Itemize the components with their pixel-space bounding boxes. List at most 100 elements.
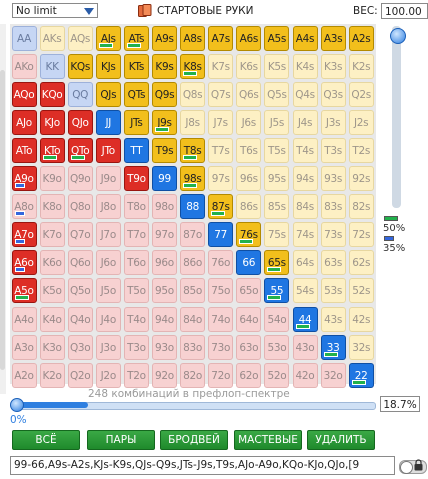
hand-cell-63s[interactable]: 63s <box>320 250 346 276</box>
hand-cell-J6o[interactable]: J6o <box>95 250 121 276</box>
hand-cell-A9s[interactable]: A9s <box>152 25 177 51</box>
hand-cell-J9o[interactable]: J9o <box>95 166 121 191</box>
hand-cell-A4s[interactable]: A4s <box>292 25 318 51</box>
hand-cell-88[interactable]: 88 <box>180 194 206 220</box>
hand-cell-QQ[interactable]: QQ <box>67 81 93 107</box>
hand-cell-77[interactable]: 77 <box>208 222 234 248</box>
hand-cell-87o[interactable]: 87o <box>180 222 206 248</box>
hand-cell-J9s[interactable]: J9s <box>152 109 177 135</box>
hand-cell-A7s[interactable]: A7s <box>208 25 234 51</box>
hand-cell-J5s[interactable]: J5s <box>264 109 290 135</box>
hand-cell-A8s[interactable]: A8s <box>180 25 206 51</box>
hand-cell-93s[interactable]: 93s <box>320 166 346 191</box>
hand-cell-65o[interactable]: 65o <box>236 278 262 304</box>
hand-cell-J2s[interactable]: J2s <box>348 109 374 135</box>
hand-cell-Q5o[interactable]: Q5o <box>67 278 93 304</box>
hand-cell-A2s[interactable]: A2s <box>348 25 374 51</box>
hand-cell-K4s[interactable]: K4s <box>292 53 318 79</box>
hand-cell-K8s[interactable]: K8s <box>180 53 206 79</box>
hand-cell-A3o[interactable]: A3o <box>11 334 37 360</box>
hand-cell-K6s[interactable]: K6s <box>236 53 262 79</box>
hand-cell-T9o[interactable]: T9o <box>123 166 149 191</box>
lock-toggle-knob[interactable] <box>400 461 413 474</box>
hand-cell-AKo[interactable]: AKo <box>11 53 37 79</box>
hand-cell-Q2s[interactable]: Q2s <box>348 81 374 107</box>
hand-cell-JTo[interactable]: JTo <box>95 137 121 163</box>
hand-cell-K7s[interactable]: K7s <box>208 53 234 79</box>
hand-cell-ATo[interactable]: ATo <box>11 137 37 163</box>
weight-slider-track[interactable] <box>392 26 401 208</box>
hand-cell-KK[interactable]: KK <box>39 53 65 79</box>
hand-cell-K7o[interactable]: K7o <box>39 222 65 248</box>
hand-cell-Q4o[interactable]: Q4o <box>67 306 93 332</box>
hand-cell-96o[interactable]: 96o <box>152 250 177 276</box>
hand-cell-AA[interactable]: AA <box>11 25 37 51</box>
hand-cell-A5o[interactable]: A5o <box>11 278 37 304</box>
hand-cell-22[interactable]: 22 <box>348 362 374 388</box>
hand-cell-86s[interactable]: 86s <box>236 194 262 220</box>
hand-cell-K5o[interactable]: K5o <box>39 278 65 304</box>
hand-cell-K2o[interactable]: K2o <box>39 362 65 388</box>
hand-cell-A8o[interactable]: A8o <box>11 194 37 220</box>
hand-cell-92s[interactable]: 92s <box>348 166 374 191</box>
hand-cell-74o[interactable]: 74o <box>208 306 234 332</box>
hand-cell-KQs[interactable]: KQs <box>67 53 93 79</box>
hand-cell-AJs[interactable]: AJs <box>95 25 121 51</box>
range-percent-input[interactable]: 18.7% <box>380 396 420 412</box>
hand-cell-53s[interactable]: 53s <box>320 278 346 304</box>
hand-cell-52s[interactable]: 52s <box>348 278 374 304</box>
hand-cell-A9o[interactable]: A9o <box>11 166 37 191</box>
hand-cell-43o[interactable]: 43o <box>292 334 318 360</box>
hand-cell-AJo[interactable]: AJo <box>11 109 37 135</box>
hand-cell-75s[interactable]: 75s <box>264 222 290 248</box>
hand-cell-KJs[interactable]: KJs <box>95 53 121 79</box>
hand-cell-ATs[interactable]: ATs <box>123 25 149 51</box>
hand-cell-94o[interactable]: 94o <box>152 306 177 332</box>
hand-cell-85s[interactable]: 85s <box>264 194 290 220</box>
hand-cell-T7s[interactable]: T7s <box>208 137 234 163</box>
hand-cell-52o[interactable]: 52o <box>264 362 290 388</box>
hand-cell-KTs[interactable]: KTs <box>123 53 149 79</box>
hand-cell-44[interactable]: 44 <box>292 306 318 332</box>
hand-cell-A3s[interactable]: A3s <box>320 25 346 51</box>
hand-cell-T4s[interactable]: T4s <box>292 137 318 163</box>
hand-cell-98s[interactable]: 98s <box>180 166 206 191</box>
hand-cell-KJo[interactable]: KJo <box>39 109 65 135</box>
hand-cell-74s[interactable]: 74s <box>292 222 318 248</box>
hand-cell-K9s[interactable]: K9s <box>152 53 177 79</box>
hand-cell-76o[interactable]: 76o <box>208 250 234 276</box>
hand-cell-T8o[interactable]: T8o <box>123 194 149 220</box>
hand-cell-32o[interactable]: 32o <box>320 362 346 388</box>
hand-cell-T2s[interactable]: T2s <box>348 137 374 163</box>
hand-cell-84o[interactable]: 84o <box>180 306 206 332</box>
hand-cell-83s[interactable]: 83s <box>320 194 346 220</box>
hand-cell-J3o[interactable]: J3o <box>95 334 121 360</box>
hand-cell-83o[interactable]: 83o <box>180 334 206 360</box>
hand-cell-T5s[interactable]: T5s <box>264 137 290 163</box>
hand-cell-A2o[interactable]: A2o <box>11 362 37 388</box>
hand-cell-J3s[interactable]: J3s <box>320 109 346 135</box>
hand-cell-K4o[interactable]: K4o <box>39 306 65 332</box>
hand-cell-QJo[interactable]: QJo <box>67 109 93 135</box>
hand-cell-82o[interactable]: 82o <box>180 362 206 388</box>
hand-cell-65s[interactable]: 65s <box>264 250 290 276</box>
hand-cell-T5o[interactable]: T5o <box>123 278 149 304</box>
hand-cell-K5s[interactable]: K5s <box>264 53 290 79</box>
hand-cell-95s[interactable]: 95s <box>264 166 290 191</box>
hand-cell-A6s[interactable]: A6s <box>236 25 262 51</box>
hand-cell-T6o[interactable]: T6o <box>123 250 149 276</box>
hand-cell-84s[interactable]: 84s <box>292 194 318 220</box>
hand-cell-J2o[interactable]: J2o <box>95 362 121 388</box>
hand-cell-J8s[interactable]: J8s <box>180 109 206 135</box>
hand-cell-K2s[interactable]: K2s <box>348 53 374 79</box>
delete-button[interactable]: УДАЛИТЬ <box>307 430 375 450</box>
range-slider-thumb[interactable] <box>10 398 24 412</box>
game-type-select[interactable]: No limit <box>12 3 98 18</box>
hand-cell-T8s[interactable]: T8s <box>180 137 206 163</box>
hand-cell-K3s[interactable]: K3s <box>320 53 346 79</box>
hand-cell-72o[interactable]: 72o <box>208 362 234 388</box>
hand-cell-Q9s[interactable]: Q9s <box>152 81 177 107</box>
hand-cell-J4o[interactable]: J4o <box>95 306 121 332</box>
hand-cell-T6s[interactable]: T6s <box>236 137 262 163</box>
hand-cell-KTo[interactable]: KTo <box>39 137 65 163</box>
